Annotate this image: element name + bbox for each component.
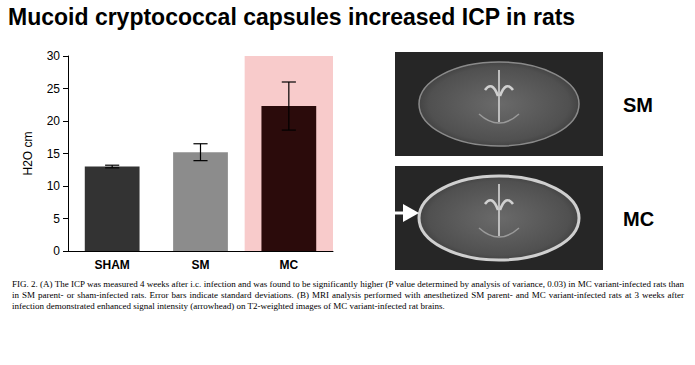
svg-text:30: 30	[47, 49, 61, 63]
svg-text:MC: MC	[623, 208, 654, 230]
svg-text:MC: MC	[279, 258, 298, 272]
svg-text:SM: SM	[623, 94, 653, 116]
svg-text:20: 20	[47, 114, 61, 128]
svg-text:25: 25	[47, 82, 61, 96]
html-text:Mucoid cryptococcal capsules i: Mucoid cryptococcal capsules increased I…	[8, 4, 576, 30]
svg-text:SHAM: SHAM	[94, 258, 129, 272]
svg-text:0: 0	[53, 244, 60, 258]
svg-text:10: 10	[47, 179, 61, 193]
svg-text:5: 5	[53, 212, 60, 226]
html-text:FIG. 2. (A) The ICP was measur: FIG. 2. (A) The ICP was measured 4 weeks…	[12, 279, 684, 311]
svg-text:15: 15	[47, 147, 61, 161]
svg-text:H2O cm: H2O cm	[21, 131, 35, 175]
svg-text:SM: SM	[192, 258, 210, 272]
